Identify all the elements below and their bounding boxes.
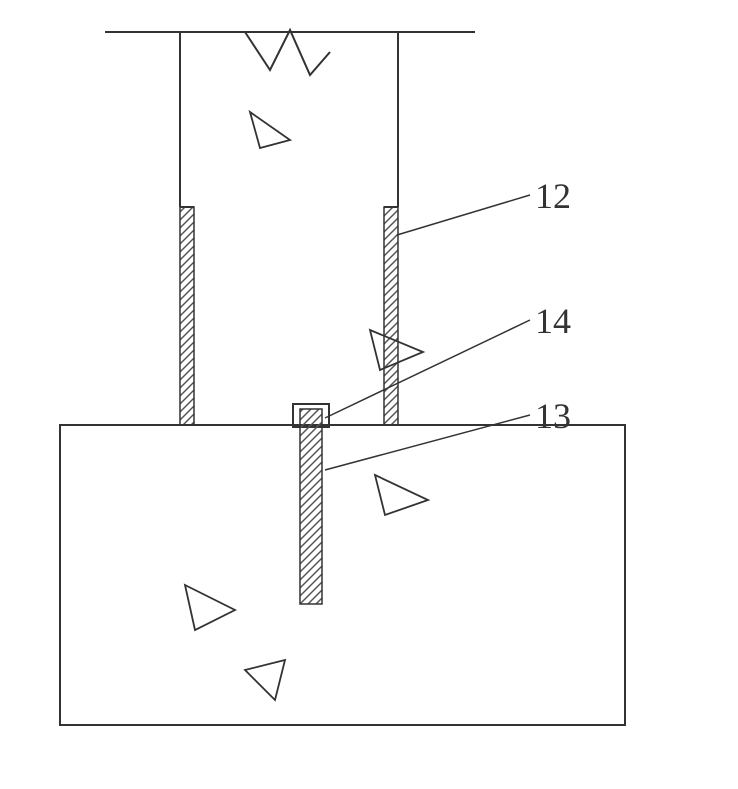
break-symbol — [245, 30, 330, 75]
label-12: 12 — [535, 175, 571, 217]
sleeve-wall-left — [180, 207, 194, 425]
triangle-4 — [185, 585, 235, 630]
diagram-svg — [0, 0, 738, 789]
leader-13 — [325, 415, 530, 470]
foundation-box — [60, 425, 625, 725]
triangle-5 — [245, 660, 285, 700]
leader-14 — [325, 320, 530, 418]
triangle-1 — [250, 112, 290, 148]
sleeve-wall-right — [384, 207, 398, 425]
anchor-bar — [300, 409, 322, 604]
triangle-3 — [375, 475, 428, 515]
label-14: 14 — [535, 300, 571, 342]
leader-12 — [397, 195, 530, 235]
label-13: 13 — [535, 395, 571, 437]
